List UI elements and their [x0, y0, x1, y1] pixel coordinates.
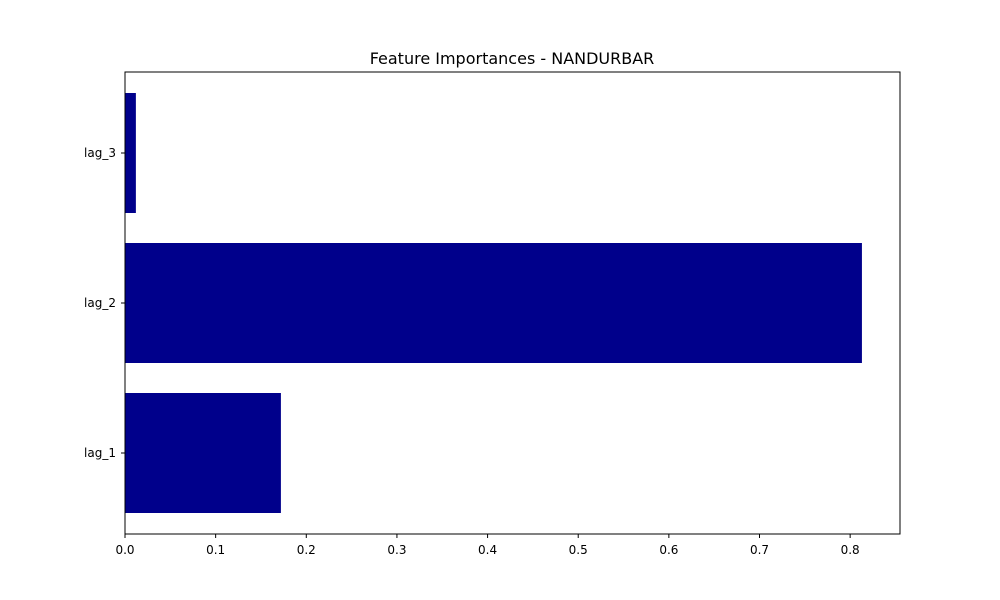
y-tick-label-lag_3: lag_3	[84, 146, 116, 160]
x-tick-label-0.1: 0.1	[206, 543, 225, 557]
chart-title: Feature Importances - NANDURBAR	[370, 49, 655, 68]
y-tick-label-lag_2: lag_2	[84, 296, 116, 310]
plot-area: lag_1 lag_2 lag_3 0.0 0.1 0.2 0.3 0.4 0.5 0.6 0.7 0…	[84, 93, 862, 557]
y-tick-label-lag_1: lag_1	[84, 446, 116, 460]
bar-lag_2	[125, 243, 862, 363]
plot-frame	[124, 71, 901, 535]
x-tick-label-0.3: 0.3	[387, 543, 406, 557]
x-tick-label-0.5: 0.5	[569, 543, 588, 557]
x-tick-label-0.7: 0.7	[750, 543, 769, 557]
x-tick-label-0.8: 0.8	[841, 543, 860, 557]
x-tick-label-0.0: 0.0	[115, 543, 134, 557]
x-tick-label-0.4: 0.4	[478, 543, 497, 557]
bar-lag_3	[125, 93, 136, 213]
x-tick-label-0.6: 0.6	[659, 543, 678, 557]
x-tick-label-0.2: 0.2	[297, 543, 316, 557]
bar-lag_1	[125, 393, 281, 513]
